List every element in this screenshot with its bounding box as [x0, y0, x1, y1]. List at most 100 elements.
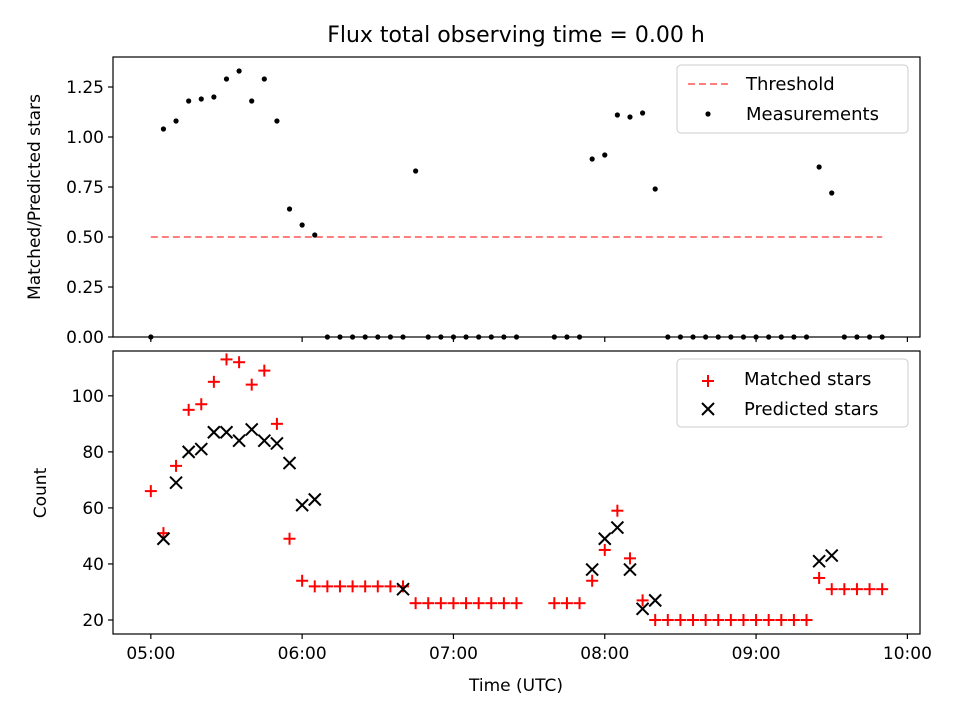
y-tick-label: 1.25	[66, 78, 104, 98]
matched-star-marker	[737, 613, 750, 626]
bottom-plot-marks	[144, 353, 889, 626]
measurement-point	[602, 152, 608, 158]
marker-stroke	[207, 425, 221, 439]
matched-star-marker	[233, 356, 246, 369]
marker-stroke	[282, 456, 297, 470]
bottom-panel: 20 40 60 80 100 05:00 06:00 07:00 08:00 09:00 10:…	[31, 350, 932, 696]
predicted-star-marker	[156, 532, 171, 546]
y-tick-label: 40	[82, 555, 104, 575]
matched-star-marker	[409, 597, 422, 610]
matched-star-marker	[182, 403, 195, 416]
legend-matched-label: Matched stars	[744, 369, 871, 390]
measurement-point	[829, 190, 835, 196]
matched-star-marker	[623, 552, 636, 565]
matched-star-marker	[876, 583, 889, 596]
matched-star-marker	[270, 417, 283, 430]
predicted-star-marker	[396, 582, 410, 596]
marker-stroke	[598, 532, 612, 546]
marker-stroke	[396, 582, 410, 596]
marker-stroke	[169, 475, 183, 490]
matched-star-marker	[207, 375, 220, 388]
predicted-star-marker	[270, 436, 284, 451]
marker-stroke	[825, 548, 839, 563]
matched-star-marker	[434, 597, 447, 610]
matched-star-marker	[598, 543, 611, 556]
matched-star-marker	[144, 485, 157, 498]
matched-star-marker	[195, 398, 208, 411]
matched-star-marker	[687, 613, 700, 626]
top-panel: 0.00 0.25 0.50 0.75 1.00 1.25 Matched/Predict…	[25, 56, 921, 348]
predicted-star-marker	[812, 554, 826, 568]
matched-star-marker	[863, 583, 876, 596]
predicted-star-marker	[169, 475, 183, 490]
top-y-axis-ticks: 0.00 0.25 0.50 0.75 1.00 1.25	[66, 78, 113, 348]
matched-star-marker	[346, 580, 359, 593]
measurement-point	[652, 186, 658, 192]
bottom-legend: Matched stars Predicted stars	[676, 358, 909, 428]
matched-star-marker	[661, 613, 674, 626]
matched-star-marker	[712, 613, 725, 626]
matched-star-marker	[460, 597, 473, 610]
matched-star-marker	[611, 504, 624, 517]
measurement-point	[236, 68, 242, 74]
marker-stroke	[648, 593, 662, 608]
predicted-star-marker	[610, 520, 625, 535]
predicted-star-marker	[295, 498, 309, 512]
measurement-point	[223, 76, 230, 82]
matched-star-marker	[762, 613, 775, 626]
marker-stroke	[219, 425, 234, 439]
marker-stroke	[610, 520, 625, 535]
predicted-star-marker	[635, 602, 650, 616]
bottom-axes-frame	[112, 350, 921, 635]
marker-stroke	[244, 422, 259, 437]
y-tick-label: 0.75	[66, 178, 104, 198]
matched-star-marker	[813, 571, 826, 584]
measurement-point	[627, 114, 633, 120]
matched-star-marker	[447, 597, 460, 610]
marker-stroke	[635, 602, 650, 616]
measurement-point	[160, 126, 167, 132]
predicted-star-marker	[257, 433, 272, 448]
legend-measurements-label: Measurements	[746, 104, 879, 125]
x-tick-label: 06:00	[278, 644, 327, 664]
marker-stroke	[194, 442, 208, 456]
y-tick-label: 0.25	[66, 278, 104, 298]
y-tick-label: 80	[82, 443, 104, 463]
marker-stroke	[232, 433, 246, 448]
measurement-point	[186, 98, 192, 104]
matched-star-marker	[548, 597, 561, 610]
matched-star-marker	[384, 580, 397, 593]
matched-star-marker	[699, 613, 712, 626]
y-tick-label: 100	[72, 387, 104, 407]
matched-star-marker	[308, 580, 321, 593]
predicted-star-marker	[207, 425, 221, 439]
predicted-star-marker	[181, 445, 196, 459]
matched-star-marker	[485, 597, 498, 610]
measurement-point	[816, 164, 822, 170]
matched-star-marker	[560, 597, 573, 610]
marker-stroke	[623, 562, 637, 577]
measurement-point	[286, 206, 293, 212]
matched-star-marker	[333, 580, 346, 593]
legend-predicted-label: Predicted stars	[744, 399, 878, 420]
predicted-star-marker	[282, 456, 297, 470]
predicted-star-marker	[648, 593, 662, 608]
x-tick-label: 08:00	[580, 644, 629, 664]
matched-star-marker	[157, 527, 170, 540]
top-x-axis-ticks	[150, 337, 908, 342]
marker-stroke	[812, 554, 826, 568]
bottom-y-axis-ticks: 20 40 60 80 100	[72, 387, 113, 631]
bottom-x-axis-ticks: 05:00 06:00 07:00 08:00 09:00 10:00	[126, 634, 932, 664]
marker-stroke	[257, 433, 272, 448]
marker-stroke	[295, 498, 309, 512]
predicted-star-marker	[585, 562, 599, 577]
predicted-star-marker	[194, 442, 208, 456]
measurement-point	[274, 118, 280, 124]
top-y-axis-label: Matched/Predicted stars	[25, 94, 45, 300]
predicted-star-marker	[219, 425, 234, 439]
x-tick-label: 05:00	[126, 644, 175, 664]
predicted-star-marker	[623, 562, 637, 577]
marker-stroke	[156, 532, 171, 546]
predicted-star-marker	[825, 548, 839, 563]
